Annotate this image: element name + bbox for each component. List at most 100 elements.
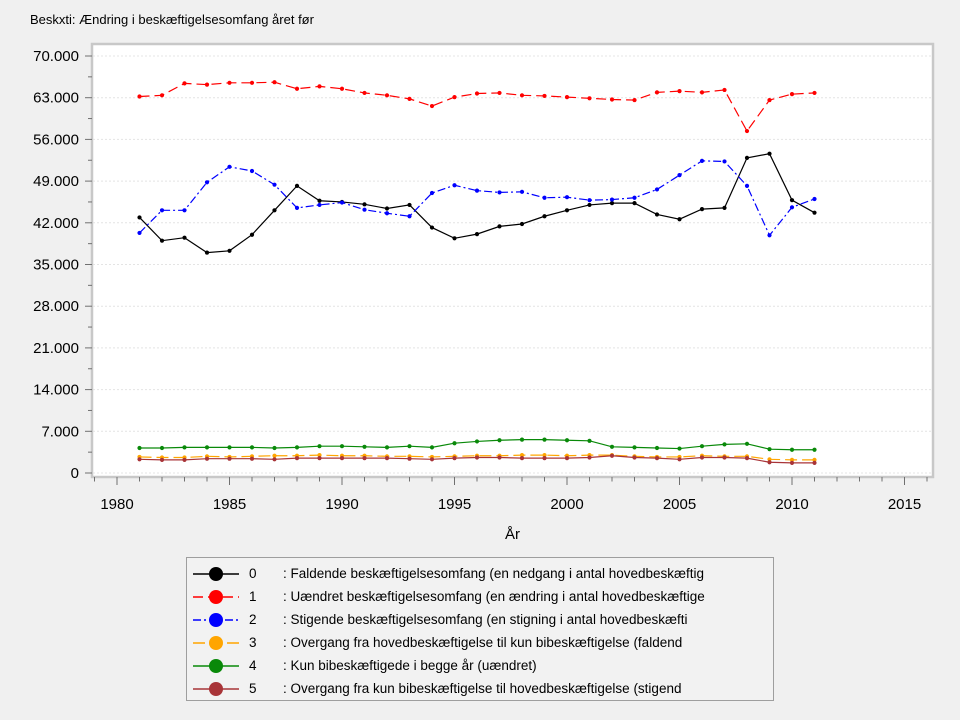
legend-item-5: 5: Overgang fra kun bibeskæftigelse til … xyxy=(193,677,773,700)
data-point-marker xyxy=(677,89,682,94)
legend-series-number: 0 xyxy=(249,566,257,581)
data-point-marker xyxy=(407,214,412,219)
data-point-marker xyxy=(294,456,300,461)
data-point-marker xyxy=(542,214,547,219)
data-point-marker xyxy=(384,93,390,98)
x-axis: 1980 1985 1990 1995 2000 2005 2010 2015 År xyxy=(94,477,928,543)
legend-item-2: 2: Stigende beskæftigelsesomfang (en sti… xyxy=(193,608,773,631)
data-point-marker xyxy=(497,455,502,460)
data-point-marker xyxy=(474,91,480,96)
data-point-marker xyxy=(204,250,210,255)
legend-item-1: 1: Uændret beskæftigelsesomfang (en ændr… xyxy=(193,585,773,608)
data-point-marker xyxy=(497,190,502,195)
data-point-marker xyxy=(587,96,592,101)
data-point-marker xyxy=(722,442,727,447)
data-point-marker xyxy=(474,232,480,237)
data-point-marker xyxy=(407,202,412,208)
data-point-marker xyxy=(294,86,300,91)
legend-item-3: 3: Overgang fra hovedbeskæftigelse til k… xyxy=(193,631,773,654)
x-tick-label: 2000 xyxy=(550,496,583,513)
data-point-marker xyxy=(339,86,345,91)
series-2 xyxy=(137,158,817,238)
x-tick-label: 1985 xyxy=(213,496,246,513)
data-point-marker xyxy=(294,183,300,188)
data-point-marker xyxy=(362,90,367,96)
x-tick-label: 1980 xyxy=(100,496,133,513)
data-point-marker xyxy=(452,441,457,446)
data-point-marker xyxy=(767,457,772,462)
legend-series-number: 5 xyxy=(249,681,257,696)
data-point-marker xyxy=(497,90,502,96)
data-point-marker xyxy=(767,151,772,156)
y-tick-label: 56.000 xyxy=(33,131,79,148)
data-point-marker xyxy=(272,80,277,85)
y-tick-label: 21.000 xyxy=(33,340,79,357)
legend-line-marker-icon xyxy=(193,566,239,581)
data-point-marker xyxy=(227,445,232,450)
data-point-marker xyxy=(632,97,637,103)
legend: 0 : Faldende beskæftigelsesomfang (en ned… xyxy=(186,557,774,701)
data-point-marker xyxy=(227,164,232,169)
data-point-marker xyxy=(362,444,367,449)
data-point-marker xyxy=(587,455,592,460)
data-point-marker xyxy=(249,80,255,85)
data-point-marker xyxy=(317,84,322,89)
series-4 xyxy=(137,437,817,452)
x-tick-label: 2010 xyxy=(775,496,808,513)
legend-item-4: 4: Kun bibeskæftigede i begge år (uændre… xyxy=(193,654,773,677)
data-point-marker xyxy=(429,190,435,196)
data-point-marker xyxy=(182,445,187,450)
data-point-marker xyxy=(744,183,750,188)
data-point-marker xyxy=(542,456,547,461)
data-point-marker xyxy=(362,207,367,212)
y-tick-label: 14.000 xyxy=(33,382,79,399)
y-tick-label: 28.000 xyxy=(33,298,79,315)
data-point-marker xyxy=(722,87,727,93)
data-point-marker xyxy=(744,155,750,160)
legend-series-label: : Faldende beskæftigelsesomfang (en nedg… xyxy=(283,566,705,581)
data-point-marker xyxy=(474,455,480,460)
data-point-marker xyxy=(452,183,457,188)
data-point-marker xyxy=(227,248,232,253)
data-point-marker xyxy=(654,90,660,95)
data-point-marker xyxy=(519,221,525,227)
data-point-marker xyxy=(204,456,210,461)
data-point-marker xyxy=(159,457,165,462)
chart-title: Beskxti: Ændring i beskæftigelsesomfang … xyxy=(30,12,314,27)
x-tick-label: 1995 xyxy=(438,496,471,513)
data-point-marker xyxy=(677,446,682,451)
legend-item-0: 0 : Faldende beskæftigelsesomfang (en ned… xyxy=(193,562,773,585)
y-tick-label: 70.000 xyxy=(33,48,79,65)
x-tick-label: 2005 xyxy=(663,496,696,513)
data-point-marker xyxy=(699,90,705,95)
data-point-marker xyxy=(429,103,435,109)
legend-line-marker-icon xyxy=(193,681,239,696)
data-point-marker xyxy=(744,128,750,134)
y-tick-label: 49.000 xyxy=(33,173,79,190)
data-point-marker xyxy=(519,189,525,194)
data-point-marker xyxy=(339,200,345,205)
data-point-marker xyxy=(744,456,750,461)
data-point-marker xyxy=(542,93,547,99)
data-point-marker xyxy=(519,93,525,98)
y-tick-label: 7.000 xyxy=(41,423,79,440)
data-point-marker xyxy=(452,236,457,241)
data-point-marker xyxy=(339,456,345,461)
data-point-marker xyxy=(249,168,255,174)
data-point-marker xyxy=(609,197,615,202)
data-point-marker xyxy=(407,444,412,449)
data-point-marker xyxy=(452,456,457,461)
data-point-marker xyxy=(677,457,682,462)
legend-series-number: 3 xyxy=(249,635,257,650)
data-point-marker xyxy=(564,195,570,200)
data-point-marker xyxy=(407,96,412,101)
data-point-marker xyxy=(564,95,570,100)
data-point-marker xyxy=(497,224,502,229)
data-point-marker xyxy=(204,82,210,87)
data-point-marker xyxy=(384,456,390,461)
data-point-marker xyxy=(474,188,480,193)
data-point-marker xyxy=(272,453,277,458)
data-point-marker xyxy=(182,81,187,86)
legend-line-marker-icon xyxy=(193,589,239,604)
data-point-marker xyxy=(564,208,570,213)
